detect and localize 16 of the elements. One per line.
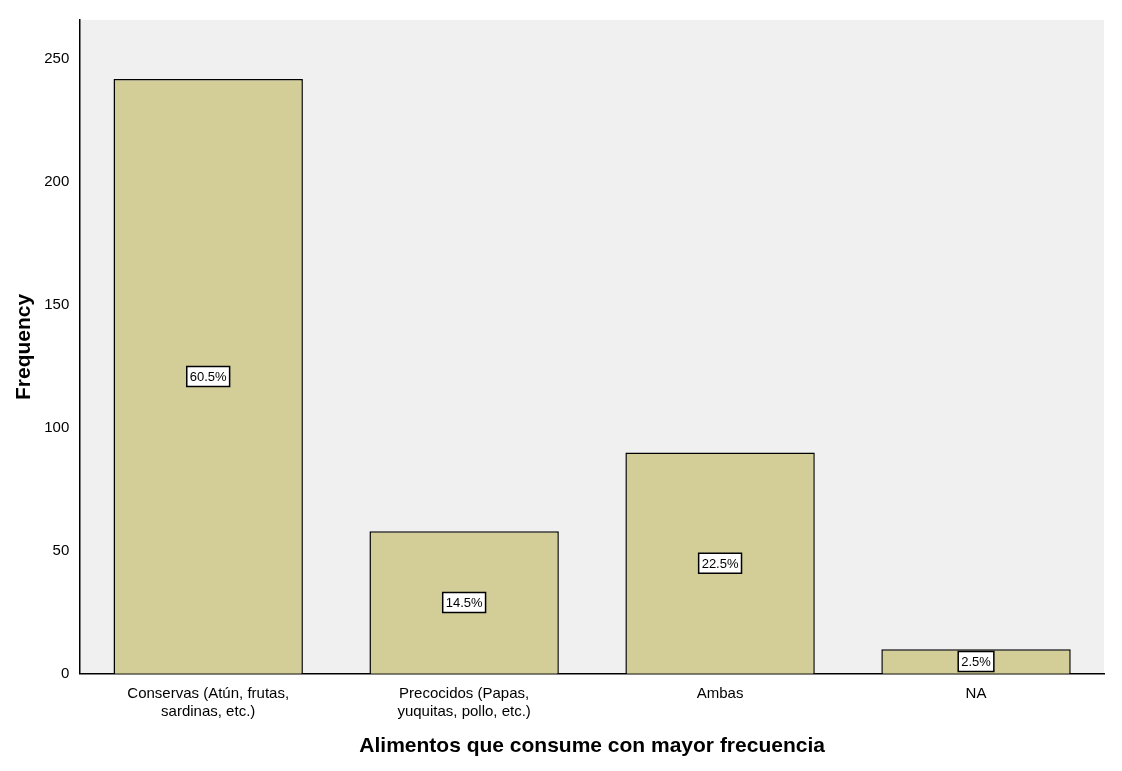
x-tick-label: Conservas (Atún, frutas, sardinas, etc.) <box>127 683 290 719</box>
y-tick-label: 250 <box>44 49 70 67</box>
y-axis-title: Frequency <box>11 293 35 400</box>
annotation: 14.5% <box>445 595 484 611</box>
y-tick-label: 100 <box>44 418 70 436</box>
x-tick-label: NA <box>965 683 987 701</box>
annotation: 2.5% <box>961 654 992 670</box>
x-tick-label: Precocidos (Papas, yuquitas, pollo, etc.) <box>397 683 531 719</box>
y-tick-label: 50 <box>52 541 70 559</box>
x-tick-label: Ambas <box>696 683 744 701</box>
y-tick-label: 150 <box>44 295 70 313</box>
y-tick-label: 0 <box>60 663 70 681</box>
annotation: 22.5% <box>701 555 739 571</box>
y-tick-label: 200 <box>44 172 70 190</box>
x-axis-title: Alimentos que consume con mayor frecuencia <box>359 733 826 757</box>
annotation: 60.5% <box>189 368 228 384</box>
